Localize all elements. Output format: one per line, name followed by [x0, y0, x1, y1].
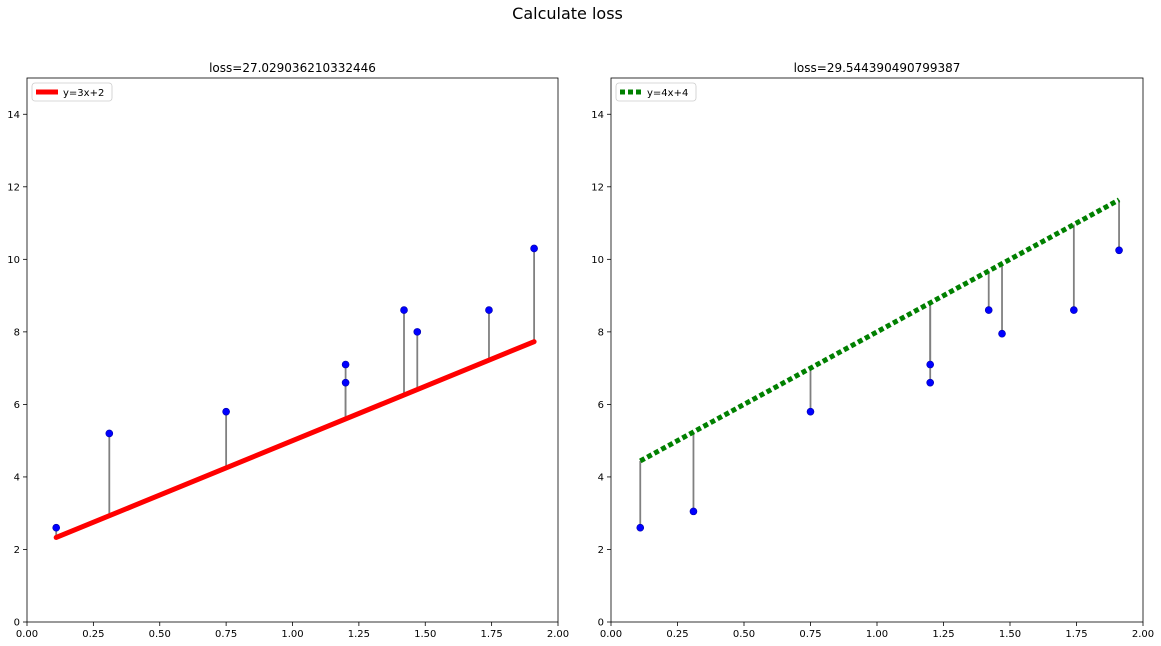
x-tick-label: 1.25: [932, 629, 954, 640]
x-tick-label: 1.75: [1065, 629, 1087, 640]
y-tick-label: 12: [591, 182, 604, 193]
data-point: [530, 244, 538, 253]
x-tick-label: 1.25: [348, 629, 370, 640]
data-point: [222, 407, 230, 416]
data-point: [485, 306, 493, 314]
data-point: [636, 523, 645, 532]
y-tick-label: 4: [14, 472, 20, 483]
y-tick-label: 4: [598, 472, 604, 483]
x-tick-label: 1.50: [414, 629, 436, 640]
x-tick-label: 1.50: [999, 629, 1021, 640]
y-tick-label: 10: [7, 255, 20, 266]
legend-box: [31, 82, 113, 102]
data-point: [1070, 306, 1078, 314]
x-tick-label: 1.00: [866, 629, 888, 640]
plot-area: [636, 197, 1123, 532]
figure-title: Calculate loss: [512, 4, 623, 23]
data-point: [413, 328, 422, 336]
x-tick-label: 0.25: [666, 629, 688, 640]
x-tick-label: 0.00: [16, 629, 38, 640]
data-point: [984, 306, 993, 314]
data-point: [341, 360, 350, 369]
subplot-title: loss=27.029036210332446: [209, 61, 376, 75]
legend-label: y=4x+4: [647, 88, 688, 99]
data-point: [105, 429, 114, 438]
x-tick-label: 0.50: [149, 629, 171, 640]
x-tick-label: 1.00: [281, 629, 303, 640]
y-tick-label: 6: [598, 400, 604, 411]
y-tick-label: 6: [14, 400, 20, 411]
x-tick-label: 0.25: [82, 629, 104, 640]
y-tick-label: 2: [14, 545, 20, 556]
data-point: [926, 378, 935, 387]
y-tick-label: 14: [591, 110, 604, 121]
y-tick-label: 0: [14, 618, 20, 629]
legend: y=3x+2: [31, 82, 113, 102]
fit-line: [639, 197, 1121, 464]
plot-area: [52, 244, 538, 540]
right-subplot: loss=29.544390490799387 0.00 0.25 0.50 0.75 1…: [591, 61, 1154, 640]
y-tick-label: 8: [14, 327, 20, 338]
axes-frame: [610, 77, 1144, 623]
legend-label: y=3x+2: [63, 88, 104, 99]
y-tick-label: 12: [7, 182, 20, 193]
x-tick-label: 0.50: [733, 629, 755, 640]
y-tick-label: 8: [598, 327, 604, 338]
subplot-title: loss=29.544390490799387: [794, 61, 961, 75]
x-tick-label: 1.75: [480, 629, 502, 640]
data-point: [341, 378, 350, 387]
y-tick-label: 2: [598, 545, 604, 556]
x-tick-label: 0.00: [600, 629, 622, 640]
legend: y=4x+4: [615, 82, 697, 102]
left-subplot: loss=27.029036210332446 0.00 0.25 0.50 0.75 1…: [7, 61, 569, 640]
data-point: [926, 360, 935, 369]
data-point: [1115, 246, 1123, 255]
fit-line: [53, 339, 537, 540]
legend-box: [615, 82, 697, 102]
x-tick-label: 2.00: [547, 629, 569, 640]
data-point: [52, 523, 61, 532]
x-tick-label: 0.75: [799, 629, 821, 640]
axes-frame: [26, 77, 559, 623]
data-point: [400, 306, 408, 314]
y-tick-label: 0: [598, 618, 604, 629]
data-point: [806, 407, 815, 416]
data-point: [998, 329, 1006, 338]
data-point: [689, 507, 698, 516]
y-tick-label: 14: [7, 110, 20, 121]
y-tick-label: 10: [591, 255, 604, 266]
x-tick-label: 0.75: [215, 629, 237, 640]
x-tick-label: 2.00: [1132, 629, 1154, 640]
